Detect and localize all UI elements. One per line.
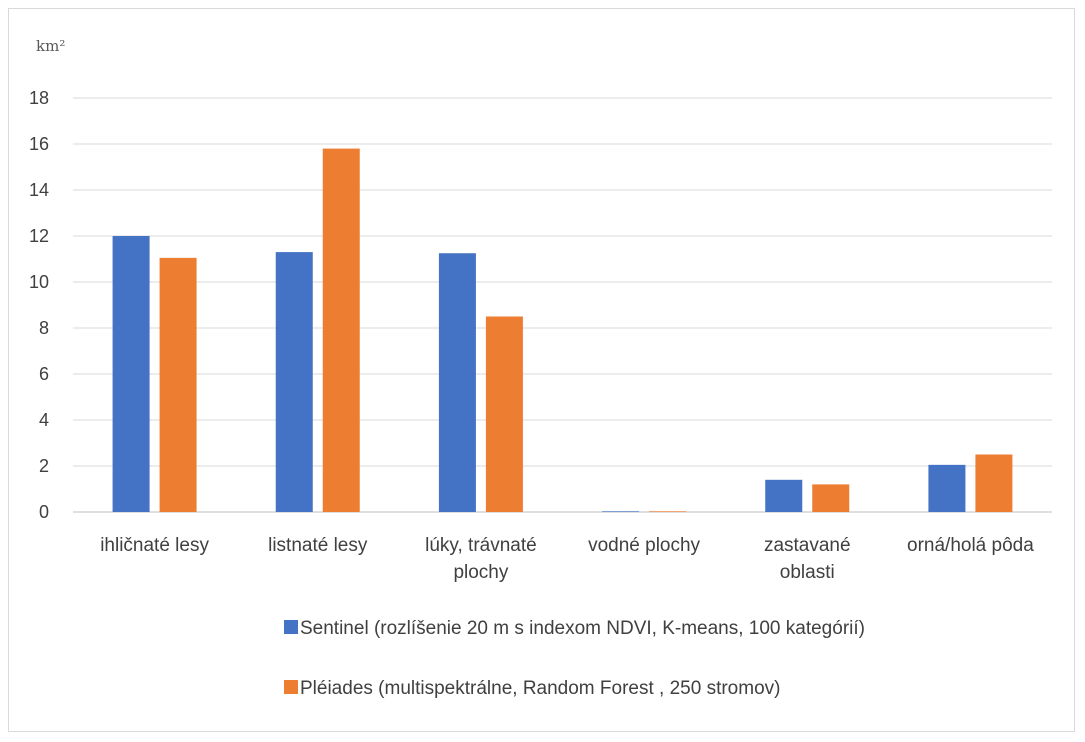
y-tick-label: 14 [29, 180, 49, 200]
bar [322, 148, 360, 512]
bar [812, 484, 850, 512]
y-tick-label: 16 [29, 134, 49, 154]
bar [112, 236, 150, 512]
bar [438, 253, 476, 512]
y-tick-label: 4 [39, 410, 49, 430]
bar [485, 316, 523, 512]
bar [602, 511, 640, 512]
category-label: listnaté lesy [268, 535, 368, 556]
category-label: vodné plochy [588, 535, 700, 556]
legend: Sentinel (rozlíšenie 20 m s indexom NDVI… [284, 618, 865, 699]
y-tick-label: 18 [29, 88, 49, 108]
category-label: ihličnaté lesy [100, 535, 209, 556]
bar [649, 511, 687, 512]
bar [928, 464, 966, 512]
bar [159, 257, 197, 512]
category-label: oblasti [780, 562, 835, 583]
y-tick-label: 2 [39, 456, 49, 476]
y-tick-label: 6 [39, 364, 49, 384]
category-label: plochy [453, 562, 508, 583]
category-label: lúky, trávnaté [425, 535, 537, 556]
y-tick-labels: 0 2 4 6 8 10 12 14 16 18 [29, 88, 49, 522]
legend-swatch [284, 620, 298, 634]
legend-swatch [284, 680, 298, 694]
y-tick-label: 10 [29, 272, 49, 292]
bars [112, 148, 1013, 512]
y-tick-label: 0 [39, 502, 49, 522]
y-tick-label: 12 [29, 226, 49, 246]
bar [275, 252, 313, 512]
category-label: orná/holá pôda [907, 535, 1034, 556]
gridlines [73, 97, 1052, 513]
legend-label: Pléiades (multispektrálne, Random Forest… [300, 678, 780, 699]
legend-label: Sentinel (rozlíšenie 20 m s indexom NDVI… [300, 618, 865, 639]
category-label: zastavané [764, 535, 851, 556]
category-labels: ihličnaté lesy listnaté lesy lúky, trávnat… [100, 535, 1034, 583]
bar [975, 454, 1013, 512]
bar [765, 479, 803, 512]
y-tick-label: 8 [39, 318, 49, 338]
y-unit-label: km² [36, 37, 65, 55]
